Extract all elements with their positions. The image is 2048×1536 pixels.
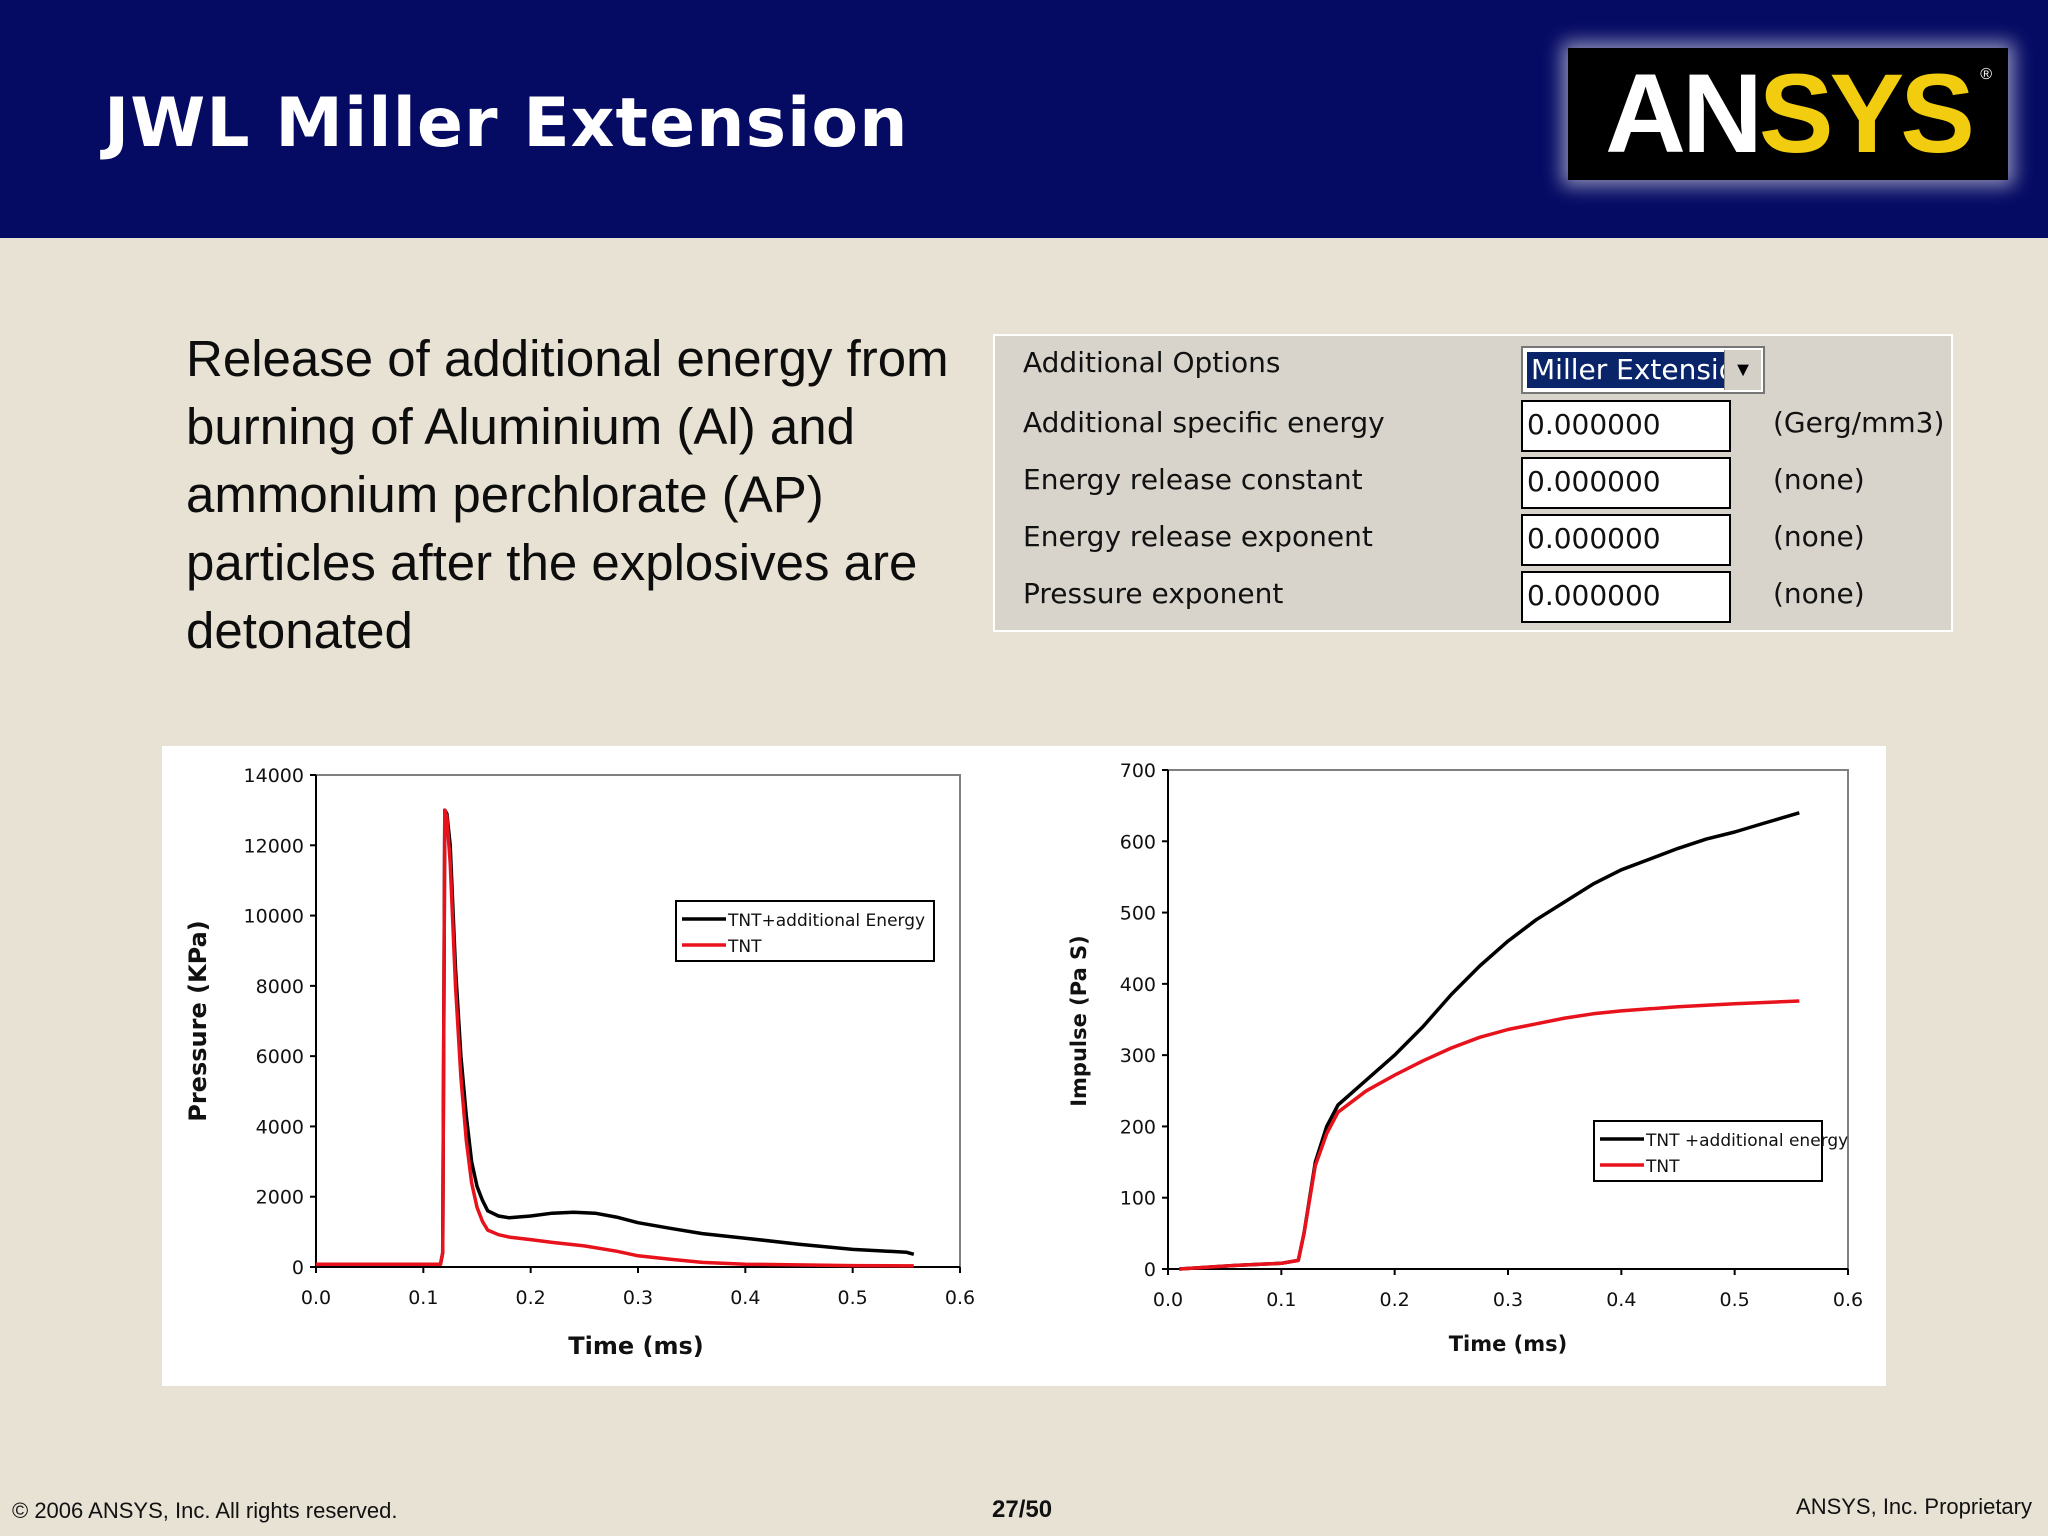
options-row-additional: Additional Options Miller Extension ▼ bbox=[995, 340, 1955, 396]
options-row-release-constant: Energy release constant 0.000000 (none) bbox=[995, 457, 1955, 513]
y-tick-label: 0 bbox=[1144, 1259, 1156, 1281]
y-tick-label: 4000 bbox=[256, 1116, 304, 1138]
pressure-exponent-input[interactable]: 0.000000 bbox=[1521, 571, 1731, 623]
unit-label: (none) bbox=[1773, 463, 1865, 496]
plot-area bbox=[315, 774, 961, 1268]
x-tick-label: 0.0 bbox=[301, 1287, 331, 1309]
field-label: Energy release exponent bbox=[1023, 520, 1373, 553]
additional-options-dropdown[interactable]: Miller Extension ▼ bbox=[1521, 346, 1765, 394]
y-tick-label: 8000 bbox=[256, 976, 304, 998]
y-axis-label: Pressure (KPa) bbox=[184, 920, 212, 1122]
x-tick-label: 0.6 bbox=[1833, 1289, 1863, 1311]
y-tick-label: 0 bbox=[292, 1257, 304, 1279]
legend-label: TNT bbox=[1645, 1157, 1680, 1177]
y-axis-label: Impulse (Pa S) bbox=[1067, 935, 1091, 1107]
logo-text-white: AN bbox=[1605, 51, 1763, 176]
y-tick-label: 600 bbox=[1120, 831, 1156, 853]
x-tick-label: 0.3 bbox=[623, 1287, 653, 1309]
series-line-1 bbox=[1179, 999, 1800, 1271]
legend-box bbox=[675, 900, 935, 962]
x-tick-label: 0.5 bbox=[1720, 1289, 1750, 1311]
field-label: Pressure exponent bbox=[1023, 577, 1284, 610]
x-tick-label: 0.1 bbox=[408, 1287, 438, 1309]
y-tick-label: 500 bbox=[1120, 903, 1156, 925]
x-tick-label: 0.2 bbox=[1380, 1289, 1410, 1311]
field-label: Energy release constant bbox=[1023, 463, 1363, 496]
unit-label: (none) bbox=[1773, 577, 1865, 610]
x-axis-label: Time (ms) bbox=[568, 1332, 703, 1360]
x-axis-label: Time (ms) bbox=[1449, 1332, 1568, 1356]
x-tick-label: 0.1 bbox=[1266, 1289, 1296, 1311]
x-tick-label: 0.5 bbox=[838, 1287, 868, 1309]
x-tick-label: 0.3 bbox=[1493, 1289, 1523, 1311]
legend-label: TNT +additional energy bbox=[1645, 1131, 1848, 1151]
y-tick-label: 6000 bbox=[256, 1046, 304, 1068]
y-tick-label: 100 bbox=[1120, 1188, 1156, 1210]
proprietary-text: ANSYS, Inc. Proprietary bbox=[1796, 1494, 2032, 1519]
options-row-specific-energy: Additional specific energy 0.000000 (Ger… bbox=[995, 400, 1955, 456]
x-tick-label: 0.6 bbox=[945, 1287, 975, 1309]
x-tick-label: 0.4 bbox=[730, 1287, 760, 1309]
y-tick-label: 12000 bbox=[244, 835, 304, 857]
options-row-pressure-exponent: Pressure exponent 0.000000 (none) bbox=[995, 571, 1955, 627]
slide-header: JWL Miller Extension ANSYS ® bbox=[0, 0, 2048, 238]
body-text: Release of additional energy from burnin… bbox=[186, 330, 949, 659]
y-tick-label: 2000 bbox=[256, 1187, 304, 1209]
y-tick-label: 10000 bbox=[244, 906, 304, 928]
impulse-chart: 0 100 200 300 400 500 600 700 0.0 0.1 0.2 0.3 0.4 0.5… bbox=[1067, 760, 1863, 1356]
slide-title: JWL Miller Extension bbox=[104, 84, 909, 163]
y-tick-label: 400 bbox=[1120, 974, 1156, 996]
series-line-1 bbox=[316, 808, 914, 1268]
y-tick-label: 700 bbox=[1120, 760, 1156, 782]
unit-label: (none) bbox=[1773, 520, 1865, 553]
x-tick-label: 0.2 bbox=[516, 1287, 546, 1309]
additional-options-label: Additional Options bbox=[1023, 346, 1281, 379]
y-tick-label: 14000 bbox=[244, 765, 304, 787]
energy-release-constant-input[interactable]: 0.000000 bbox=[1521, 457, 1731, 509]
pressure-chart: 0 2000 4000 6000 8000 10000 12000 14000 0.0 0.1 0.… bbox=[184, 765, 975, 1360]
copyright-text: © 2006 ANSYS, Inc. All rights reserved. bbox=[12, 1498, 398, 1523]
legend-label: TNT+additional Energy bbox=[727, 911, 925, 931]
unit-label: (Gerg/mm3) bbox=[1773, 406, 1945, 439]
options-row-release-exponent: Energy release exponent 0.000000 (none) bbox=[995, 514, 1955, 570]
y-tick-label: 200 bbox=[1120, 1116, 1156, 1138]
logo-text-yellow: SYS bbox=[1758, 51, 1975, 176]
dropdown-selected-value: Miller Extension bbox=[1526, 351, 1759, 389]
ansys-logo: ANSYS ® bbox=[1568, 48, 2008, 180]
energy-release-exponent-input[interactable]: 0.000000 bbox=[1521, 514, 1731, 566]
registered-mark: ® bbox=[1980, 66, 1992, 83]
page-number: 27/50 bbox=[992, 1496, 1053, 1523]
x-tick-label: 0.4 bbox=[1606, 1289, 1636, 1311]
legend-label: TNT bbox=[727, 937, 762, 957]
plot-area bbox=[1167, 769, 1849, 1270]
charts-area: 0 2000 4000 6000 8000 10000 12000 14000 0.0 0.1 0.… bbox=[162, 746, 1886, 1386]
x-tick-label: 0.0 bbox=[1153, 1289, 1183, 1311]
additional-options-panel: Additional Options Miller Extension ▼ Ad… bbox=[993, 334, 1953, 632]
additional-specific-energy-input[interactable]: 0.000000 bbox=[1521, 400, 1731, 452]
y-tick-label: 300 bbox=[1120, 1045, 1156, 1067]
legend-box bbox=[1593, 1120, 1823, 1182]
chevron-down-icon[interactable]: ▼ bbox=[1724, 350, 1761, 390]
field-label: Additional specific energy bbox=[1023, 406, 1385, 439]
